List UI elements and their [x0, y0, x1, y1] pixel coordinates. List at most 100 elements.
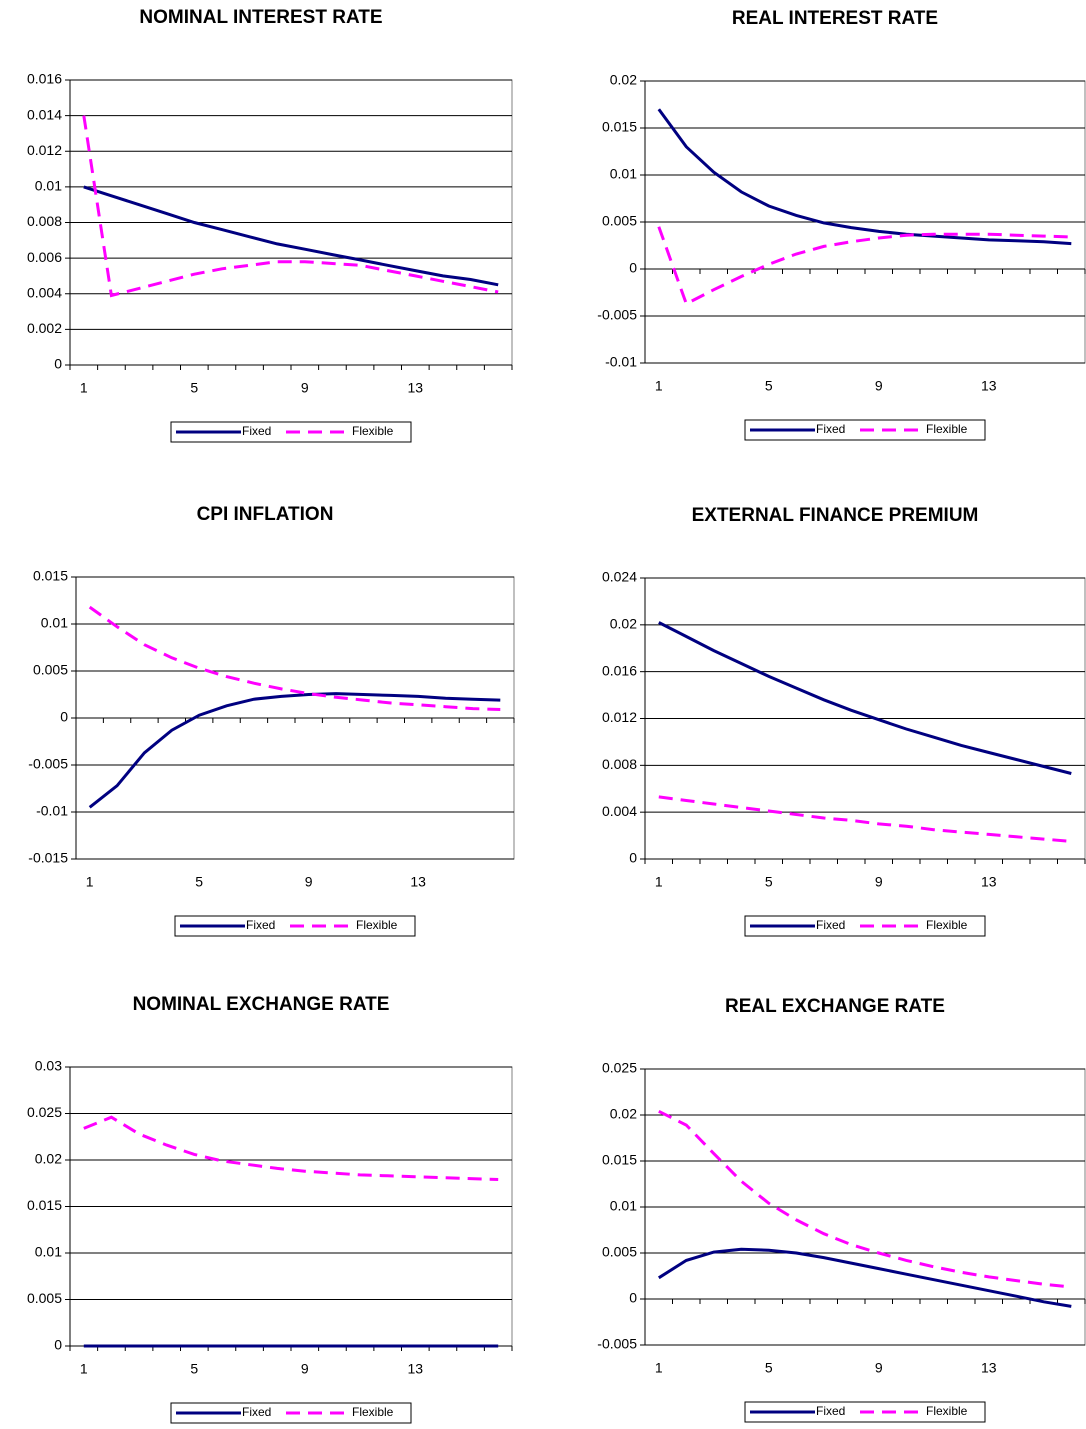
chart: REAL INTEREST RATE -0.01 -0.005 0 0.005 0.01 0…: [597, 8, 1086, 441]
legend-label: Fixed: [816, 1404, 845, 1418]
y-tick-label: -0.01: [605, 354, 637, 370]
series-line: [88, 692, 501, 809]
y-tick-label: 0.008: [602, 756, 637, 772]
x-tick-label: 9: [301, 380, 309, 396]
y-tick-label: 0.015: [602, 119, 637, 135]
x-tick-label: 5: [765, 378, 773, 394]
x-tick-label: 13: [981, 378, 997, 394]
y-tick-label: 0.005: [602, 1244, 637, 1260]
y-tick-label: 0.006: [27, 249, 62, 265]
y-tick-label: -0.005: [597, 307, 637, 323]
y-tick-label: 0.005: [27, 1290, 62, 1306]
series-line: [657, 1247, 1072, 1308]
x-tick-label: 1: [655, 874, 663, 890]
x-tick-label: 1: [655, 1360, 663, 1376]
chart-title: EXTERNAL FINANCE PREMIUM: [692, 505, 979, 526]
y-tick-label: 0.025: [602, 1060, 637, 1076]
y-tick-label: 0.005: [33, 662, 68, 678]
y-tick-label: -0.005: [28, 756, 68, 772]
x-tick-label: 9: [301, 1361, 309, 1377]
series-line: [657, 226, 1072, 306]
legend-label: Flexible: [926, 1404, 968, 1418]
series-line: [658, 1109, 1072, 1289]
legend-label: Fixed: [246, 918, 275, 932]
chart: REAL EXCHANGE RATE -0.005 0 0.005 0.01 0.015 0…: [597, 996, 1086, 1423]
y-tick-label: 0.024: [602, 569, 637, 585]
x-tick-label: 9: [875, 874, 883, 890]
x-tick-label: 5: [190, 1361, 198, 1377]
x-tick-label: 5: [195, 874, 203, 890]
y-tick-label: 0.015: [33, 568, 68, 584]
series-line: [82, 115, 499, 298]
x-tick-label: 9: [305, 874, 313, 890]
x-tick-label: 13: [408, 1361, 424, 1377]
y-tick-label: 0.02: [610, 72, 637, 88]
y-tick-label: 0.015: [602, 1152, 637, 1168]
legend-label: Flexible: [352, 1405, 394, 1419]
y-tick-label: 0.02: [610, 1106, 637, 1122]
y-tick-label: -0.005: [597, 1336, 637, 1352]
legend-label: Flexible: [352, 424, 394, 438]
y-tick-label: 0.01: [35, 178, 62, 194]
series-line: [83, 1115, 499, 1181]
y-tick-label: 0.004: [602, 803, 637, 819]
legend-label: Flexible: [926, 422, 968, 436]
chart: EXTERNAL FINANCE PREMIUM 0 0.004 0.008 0.012…: [602, 505, 1086, 937]
y-tick-label: 0.012: [602, 709, 637, 725]
chart-title: NOMINAL EXCHANGE RATE: [133, 994, 390, 1015]
y-tick-label: 0: [629, 260, 637, 276]
y-tick-label: 0.014: [27, 106, 62, 122]
y-tick-label: -0.015: [28, 850, 68, 866]
y-tick-label: 0.016: [27, 71, 62, 87]
y-tick-label: 0.012: [27, 142, 62, 158]
x-tick-label: 5: [765, 874, 773, 890]
y-tick-label: 0.01: [41, 615, 68, 631]
chart: NOMINAL INTEREST RATE 0 0.002 0.004 0.006 0.0…: [27, 7, 513, 443]
legend-label: Fixed: [242, 1405, 271, 1419]
y-tick-label: 0: [54, 1337, 62, 1353]
y-tick-label: 0.002: [27, 320, 62, 336]
x-tick-label: 13: [410, 874, 426, 890]
y-tick-label: 0.004: [27, 284, 62, 300]
y-tick-label: 0: [54, 356, 62, 372]
y-tick-label: 0: [60, 709, 68, 725]
x-tick-label: 13: [981, 1360, 997, 1376]
chart-title: REAL INTEREST RATE: [732, 8, 938, 29]
legend-label: Flexible: [356, 918, 398, 932]
x-tick-label: 1: [86, 874, 94, 890]
y-tick-label: 0.008: [27, 213, 62, 229]
x-tick-label: 1: [80, 380, 88, 396]
chart: NOMINAL EXCHANGE RATE 0 0.005 0.01 0.015 0.02…: [27, 994, 513, 1424]
y-tick-label: 0: [629, 850, 637, 866]
chart-title: NOMINAL INTEREST RATE: [139, 7, 382, 28]
series-line: [657, 108, 1072, 246]
series-line: [83, 185, 499, 287]
x-tick-label: 13: [408, 380, 424, 396]
x-tick-label: 5: [190, 380, 198, 396]
series-line: [658, 621, 1072, 775]
x-tick-label: 9: [875, 1360, 883, 1376]
y-tick-label: 0.005: [602, 213, 637, 229]
y-tick-label: 0.01: [35, 1244, 62, 1260]
y-tick-label: 0.02: [35, 1151, 62, 1167]
legend-label: Flexible: [926, 918, 968, 932]
legend-label: Fixed: [816, 918, 845, 932]
x-tick-label: 13: [981, 874, 997, 890]
x-tick-label: 5: [765, 1360, 773, 1376]
legend-label: Fixed: [816, 422, 845, 436]
y-tick-label: 0.02: [610, 616, 637, 632]
y-tick-label: 0.01: [610, 1198, 637, 1214]
series-line: [658, 795, 1072, 843]
y-tick-label: 0.016: [602, 662, 637, 678]
legend-label: Fixed: [242, 424, 271, 438]
x-tick-label: 9: [875, 378, 883, 394]
y-tick-label: -0.01: [36, 803, 68, 819]
chart: CPI INFLATION -0.015 -0.01 -0.005 0 0.005 0.01…: [28, 504, 515, 937]
chart-title: CPI INFLATION: [197, 504, 334, 525]
series-line: [88, 605, 501, 711]
x-tick-label: 1: [655, 378, 663, 394]
y-tick-label: 0.03: [35, 1058, 62, 1074]
chart-title: REAL EXCHANGE RATE: [725, 996, 945, 1017]
y-tick-label: 0: [629, 1290, 637, 1306]
